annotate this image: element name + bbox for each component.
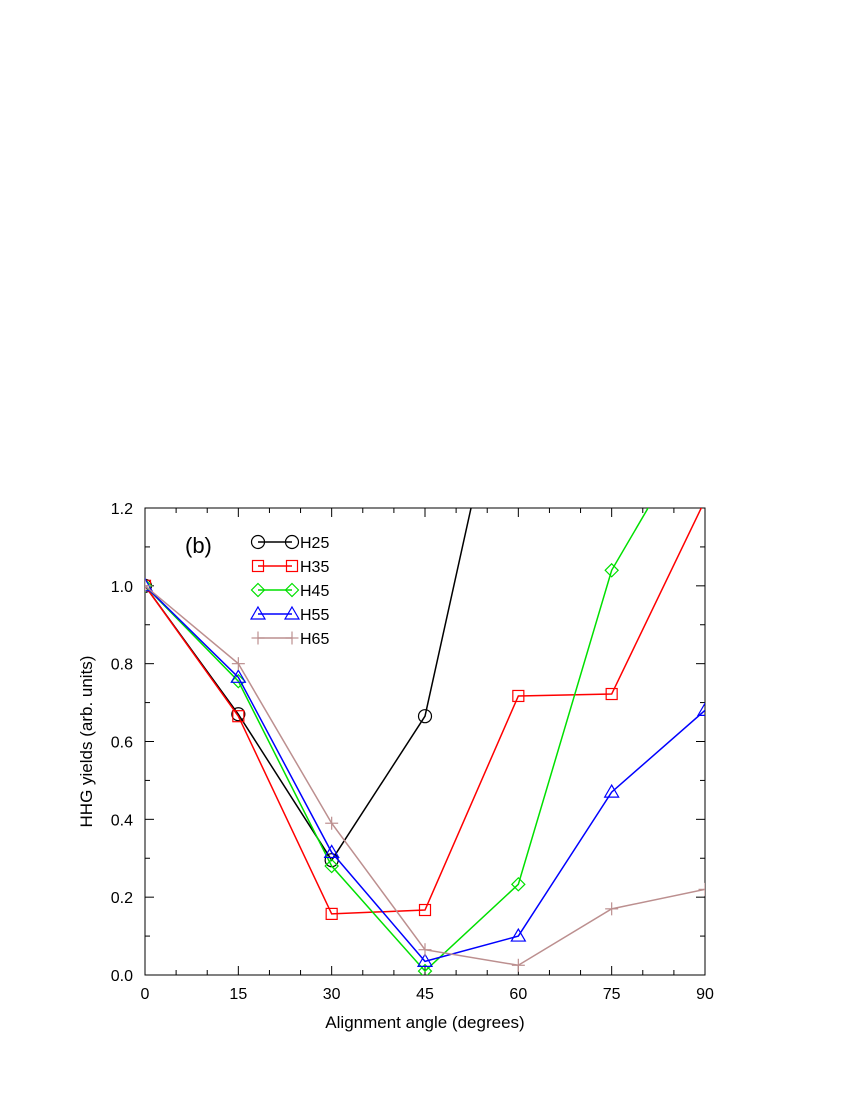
legend-marker [251,559,265,573]
legend-entry-h45: H45 [250,582,329,600]
series-h45 [145,508,649,975]
series-h55 [145,577,705,967]
series-line-h55 [145,585,705,963]
data-point-h45 [510,876,526,892]
data-point-h55 [145,577,154,592]
y-tick-label: 0.6 [111,735,133,752]
legend-marker [284,534,300,550]
data-point-h65 [231,657,245,671]
legend-entry-h65: H65 [251,631,329,648]
legend-marker [285,559,299,573]
series-h25 [145,508,472,868]
legend-entry-h35: H35 [251,559,329,576]
data-point-h35 [325,907,338,921]
series-line-h35 [145,508,703,915]
y-axis-label: HHG yields (arb. units) [77,656,96,828]
x-tick-label: 15 [229,986,247,1003]
data-point-h35 [512,689,525,703]
y-tick-label: 0.0 [111,968,133,985]
data-point-h55 [603,783,620,798]
y-tick-label: 0.2 [111,890,133,907]
x-tick-label: 0 [141,986,150,1003]
data-point-h55 [510,927,527,942]
x-tick-label: 90 [696,986,714,1003]
series-layer [145,508,705,975]
series-h65 [145,579,705,972]
legend-marker [285,631,299,645]
legend-label: H35 [300,559,329,576]
x-tick-label: 60 [509,986,527,1003]
data-point-h55 [696,702,705,716]
axis-ticks: 0 15 30 45 60 75 90 0.0 0.2 0.4 0.6 0.8 1.0 1.2 [111,501,714,1003]
data-point-h35 [418,903,432,917]
data-point-h25 [417,709,433,724]
y-tick-label: 1.0 [111,579,133,596]
series-h35 [145,508,703,921]
legend-marker [284,582,300,598]
data-point-h45 [604,562,620,578]
data-point-h45 [324,858,340,874]
legend-marker [283,605,301,620]
data-point-h65 [145,579,152,593]
legend: H25 H35 H45 H55 H65 [249,534,329,648]
data-point-h45 [230,673,246,689]
data-point-h35 [232,710,245,723]
data-point-h65 [418,943,432,957]
data-point-h65 [325,816,339,830]
y-tick-label: 1.2 [111,501,133,518]
legend-marker [249,605,267,620]
y-tick-label: 0.4 [111,812,133,829]
series-line-h45 [145,508,649,973]
x-tick-label: 75 [603,986,621,1003]
data-point-h65 [698,882,705,896]
data-point-h65 [511,958,525,972]
legend-label: H45 [300,583,329,600]
panel-label: (b) [185,533,212,558]
data-point-h25 [231,707,246,722]
data-point-h55 [323,844,340,859]
legend-label: H25 [300,535,329,552]
legend-entry-h25: H25 [250,534,329,552]
x-tick-label: 30 [323,986,341,1003]
data-point-h55 [416,953,434,967]
x-axis-label: Alignment angle (degrees) [325,1013,524,1032]
legend-marker [251,631,265,645]
x-tick-label: 45 [416,986,434,1003]
data-point-h55 [230,669,247,683]
legend-entry-h55: H55 [249,605,329,624]
legend-label: H55 [300,607,329,624]
legend-label: H65 [300,631,329,648]
y-tick-label: 0.8 [111,657,133,674]
data-point-h45 [417,963,433,975]
legend-marker [250,582,266,598]
data-point-h35 [605,687,618,701]
series-line-h25 [145,508,472,862]
data-point-h45 [145,578,153,594]
data-point-h65 [605,902,619,916]
legend-marker [250,534,266,550]
